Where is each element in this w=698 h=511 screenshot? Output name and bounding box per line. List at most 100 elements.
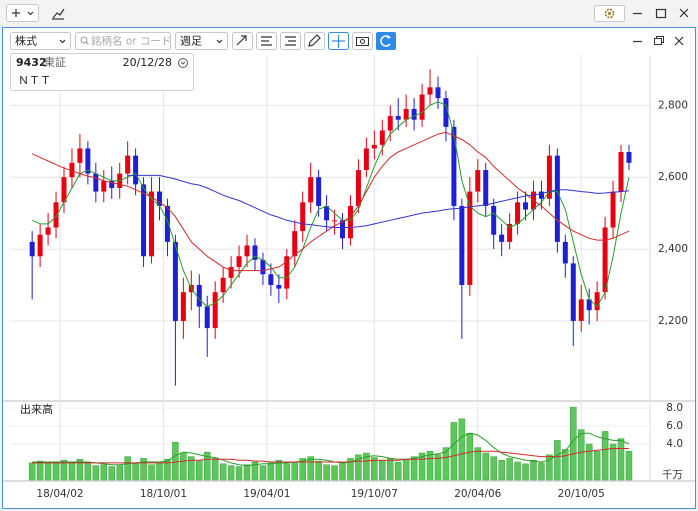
chart-button[interactable]	[52, 8, 65, 20]
candle-body	[538, 191, 544, 199]
market-select[interactable]: 株式	[10, 32, 71, 50]
volume-unit: 千万	[662, 469, 683, 481]
info-code: 9432	[16, 56, 47, 69]
volume-tick-label: 6.0	[666, 420, 683, 432]
candle-body	[395, 116, 401, 120]
volume-bar	[44, 463, 52, 481]
volume-bar	[434, 454, 442, 481]
volume-bar	[172, 441, 179, 481]
candle-body	[379, 130, 385, 145]
candle-body	[443, 98, 449, 127]
moving-average-line	[31, 131, 630, 272]
candle-body	[37, 234, 43, 257]
candle-body	[411, 108, 417, 120]
add-button[interactable]	[6, 4, 39, 22]
x-tick-label: 18/04/02	[36, 488, 83, 500]
candle-body	[276, 285, 282, 289]
candle-body	[459, 205, 465, 285]
candle-body	[451, 126, 457, 206]
candle-body	[371, 144, 377, 149]
volume-bar	[52, 461, 60, 481]
volume-bar	[259, 465, 267, 481]
volume-bar	[339, 461, 346, 481]
volume-bar	[275, 459, 283, 481]
volume-bar	[466, 432, 474, 481]
close-button[interactable]	[679, 8, 689, 18]
volume-bar	[355, 454, 362, 481]
candle-body	[141, 184, 147, 257]
volume-bar	[116, 465, 123, 481]
volume-bar	[60, 459, 68, 481]
candle-body	[133, 155, 139, 185]
volume-bar	[601, 431, 609, 481]
hline-tool[interactable]	[256, 32, 277, 50]
info-box: 9432 東証 20/12/28 ＮＴＴ	[10, 53, 194, 91]
candle-body	[355, 170, 361, 206]
y-tick-label: 2,800	[658, 99, 688, 111]
candle-body	[340, 220, 346, 239]
x-tick-label: 18/10/01	[140, 488, 187, 500]
settings-button[interactable]	[594, 5, 625, 22]
volume-bar	[148, 464, 155, 481]
y-tick-label: 2,600	[658, 171, 688, 183]
refresh-button[interactable]	[376, 32, 396, 50]
period-select[interactable]: 週足	[175, 32, 228, 50]
volume-bar	[140, 458, 147, 481]
volume-bar	[546, 454, 553, 481]
candle-body	[61, 177, 67, 203]
hline2-tool[interactable]	[280, 32, 301, 50]
volume-tick-label: 8.0	[666, 402, 683, 414]
x-tick-label: 19/10/07	[351, 488, 398, 500]
search-box[interactable]: 銘柄名 or コード	[75, 32, 172, 50]
volume-bar	[267, 462, 275, 481]
volume-bar	[593, 450, 601, 481]
volume-bar	[426, 450, 434, 481]
volume-bar	[418, 452, 426, 481]
candle-body	[324, 205, 330, 221]
candle-body	[610, 191, 616, 228]
volume-bar	[506, 458, 513, 481]
volume-bar	[530, 459, 537, 481]
y-tick-label: 2,400	[658, 243, 688, 255]
candle-body	[618, 152, 624, 192]
volume-tick-label: 4.0	[666, 438, 683, 450]
candle-body	[347, 205, 353, 239]
volume-bar	[386, 458, 394, 481]
candle-body	[109, 180, 115, 188]
volume-bar	[331, 465, 338, 481]
volume-bar	[196, 459, 203, 481]
snapshot-tool[interactable]	[352, 32, 373, 50]
volume-bar	[402, 459, 410, 481]
volume-bar	[577, 429, 585, 481]
volume-bar	[219, 463, 227, 481]
volume-bar	[68, 462, 76, 481]
info-toggle[interactable]	[178, 58, 188, 68]
volume-bar	[625, 450, 633, 481]
panel-close[interactable]	[674, 36, 684, 46]
period-label: 週足	[180, 35, 202, 48]
candle-body	[332, 220, 338, 222]
pen-tool[interactable]	[304, 32, 325, 50]
candle-body	[570, 263, 576, 321]
volume-bar	[132, 463, 139, 481]
volume-bar	[323, 464, 330, 481]
candle-body	[77, 148, 83, 163]
trendline-tool[interactable]	[232, 32, 253, 50]
maximize-button[interactable]	[655, 8, 667, 19]
candle-body	[602, 227, 608, 293]
volume-bar	[243, 464, 251, 481]
volume-bar	[570, 406, 577, 481]
candle-body	[45, 227, 51, 235]
candle-body	[594, 292, 600, 311]
panel-restore[interactable]	[654, 36, 664, 45]
x-tick-label: 19/04/01	[243, 488, 290, 500]
candle-body	[419, 94, 425, 120]
volume-bar	[299, 458, 306, 481]
crosshair-tool[interactable]	[328, 32, 349, 50]
volume-bar	[442, 447, 450, 481]
candle-body	[284, 256, 290, 289]
volume-bar	[156, 461, 163, 481]
top-bar	[0, 0, 698, 26]
candle-body	[180, 292, 186, 321]
candle-body	[244, 245, 250, 257]
